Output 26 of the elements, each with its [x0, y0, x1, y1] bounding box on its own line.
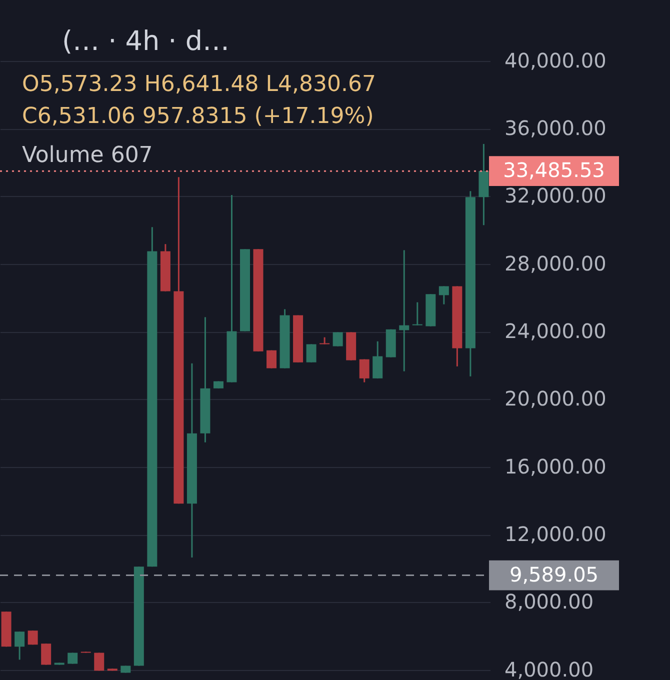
y-tick-label: 16,000.00: [504, 454, 606, 478]
annotation: O5,573.23 H6,641.48 L4,830.67: [22, 72, 376, 97]
annotation: C6,531.06 957.8315 (+17.19%): [22, 104, 374, 129]
candlestick: [306, 343, 316, 364]
candlestick: [28, 630, 38, 646]
candlestick: [359, 358, 370, 384]
y-tick-label: 28,000.00: [504, 251, 606, 276]
annotation: Volume 607: [22, 143, 153, 168]
ref-line-label: 33,485.53: [503, 158, 605, 182]
y-tick-label: 12,000.00: [504, 522, 606, 546]
y-tick-label: 24,000.00: [504, 319, 606, 344]
ref-line-label: 9,589.05: [509, 562, 599, 586]
candlestick: [14, 630, 25, 660]
candlestick: [438, 285, 449, 306]
candlestick: [399, 249, 410, 372]
y-tick-label: 4,000.00: [504, 657, 594, 680]
candlestick: [41, 642, 52, 666]
y-tick-label: 32,000.00: [504, 184, 606, 208]
y-tick-label: 40,000.00: [504, 48, 606, 72]
candlestick: [372, 340, 383, 380]
y-tick-label: 8,000.00: [504, 590, 594, 614]
candlestick: [412, 302, 422, 326]
candlestick: [332, 331, 343, 348]
y-tick-label: 20,000.00: [504, 386, 606, 411]
text: (… · 4h · d…: [62, 26, 230, 57]
y-tick-label: 36,000.00: [504, 116, 606, 140]
